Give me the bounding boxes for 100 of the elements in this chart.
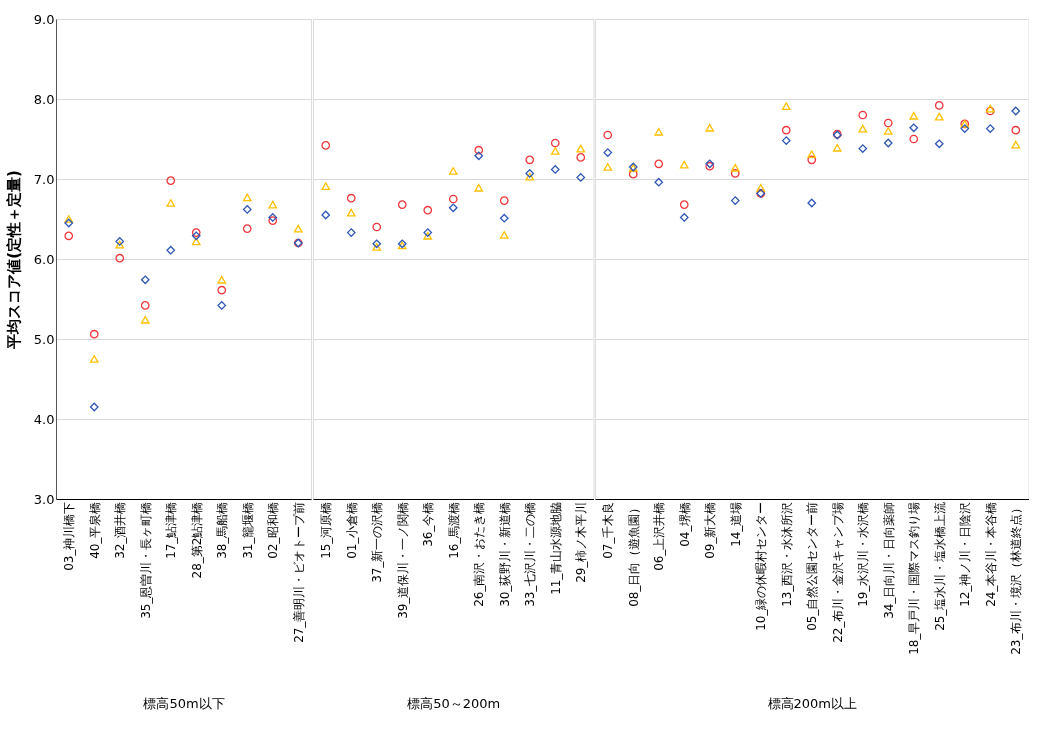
y-axis-title: 平均スコア値(定性＋定量) (4, 170, 23, 350)
point (934, 101, 944, 110)
x-axis-title: 標高50～200m (407, 695, 501, 711)
x-tick-label: 30_荻野川・新道橋 (497, 501, 512, 607)
point (883, 118, 893, 128)
x-tick-label: 14_道場 (728, 501, 743, 547)
x-tick-label: 25_塩水川・塩水橋上流 (932, 501, 947, 631)
point (89, 402, 99, 412)
point (654, 127, 664, 136)
point (679, 160, 689, 169)
point (268, 200, 278, 209)
point (807, 198, 817, 208)
point (474, 151, 484, 161)
point (603, 130, 613, 140)
point (166, 176, 176, 185)
x-tick-label: 04_堺橋 (677, 501, 692, 547)
point (115, 240, 125, 249)
x-tick-label: 31_籠堰橋 (240, 501, 255, 559)
point (654, 177, 664, 187)
x-tick-label: 03_神川橋下 (62, 501, 77, 571)
point (832, 143, 842, 152)
point (1011, 140, 1021, 149)
y-tick-label: 9.0 (33, 11, 55, 27)
y-tick-label: 7.0 (33, 171, 55, 187)
point (346, 193, 356, 203)
x-tick-label: 13_西沢・水沐所沢 (779, 501, 794, 607)
point (64, 218, 74, 228)
point (321, 182, 331, 191)
point (807, 155, 817, 165)
x-tick-label: 23_布川・境沢（林道終点） (1009, 501, 1024, 655)
y-tick-label: 6.0 (33, 251, 55, 267)
y-tick-label: 8.0 (33, 91, 55, 107)
x-tick-label: 28_第2鮎津橋 (189, 501, 204, 579)
point (64, 231, 74, 241)
x-tick-label: 15_河原橋 (319, 501, 334, 559)
point (474, 183, 484, 192)
point (64, 215, 74, 223)
point (525, 172, 535, 181)
point (293, 224, 303, 233)
x-tick-label: 38_馬船橋 (215, 501, 230, 559)
point (705, 123, 715, 132)
point (499, 213, 509, 223)
point (242, 193, 252, 202)
point (654, 159, 664, 169)
point (985, 124, 995, 133)
point (115, 253, 125, 263)
point (140, 315, 150, 324)
x-tick-label: 07_千木良 (601, 501, 616, 559)
x-tick-label: 09_新大橋 (703, 501, 718, 559)
point (576, 144, 586, 153)
x-tick-label: 01_小倉橋 (344, 501, 359, 559)
point (423, 231, 433, 240)
point (730, 169, 740, 178)
x-tick-label: 33_七沢川・二の橋 (523, 501, 538, 607)
point (730, 163, 740, 172)
point (550, 147, 560, 155)
point (423, 205, 433, 215)
x-tick-label: 05_自然公園センター前 (805, 501, 820, 631)
point (679, 213, 689, 222)
point (474, 145, 484, 155)
point (909, 134, 919, 144)
point (372, 243, 382, 251)
y-tick-label: 5.0 (33, 331, 55, 347)
point (525, 155, 535, 165)
x-tick-label: 35_恩曽川・長ヶ町橋 (138, 501, 153, 619)
x-tick-label: 40_平泉橋 (87, 501, 102, 559)
x-tick-label: 18_早戸川・国際マス釣り場 (907, 501, 922, 655)
x-tick-label: 02_昭和橋 (266, 501, 281, 559)
point (448, 203, 458, 213)
x-axis-title: 標高50m以下 (143, 695, 225, 711)
point (883, 138, 893, 148)
point (550, 138, 560, 148)
x-tick-label: 32_酒井橋 (113, 501, 128, 559)
point (321, 141, 331, 150)
x-tick-label: 17_鮎津橋 (164, 501, 179, 559)
x-tick-label: 24_本谷川・本谷橋 (983, 501, 998, 607)
point (321, 210, 331, 220)
point (603, 163, 613, 171)
x-axis-title: 標高200m以上 (767, 695, 857, 711)
point (140, 301, 150, 310)
point (781, 102, 791, 111)
x-tick-label: 06_上沢井橋 (652, 501, 667, 571)
point (550, 165, 560, 174)
point (909, 123, 919, 133)
point (679, 200, 689, 209)
point (242, 224, 252, 233)
point (1011, 106, 1021, 116)
point (934, 139, 944, 149)
x-tick-label: 34_日向川・日向薬師 (881, 501, 896, 619)
y-tick-label: 4.0 (33, 411, 55, 427)
point (576, 173, 586, 182)
x-tick-label: 19_水沢川・水沢橋 (856, 501, 871, 607)
x-tick-label: 37_新一の沢橋 (370, 501, 385, 583)
point (858, 124, 868, 133)
point (934, 112, 944, 121)
point (448, 194, 458, 204)
point (166, 245, 176, 255)
point (756, 183, 766, 192)
point (909, 111, 919, 120)
point (346, 228, 356, 237)
